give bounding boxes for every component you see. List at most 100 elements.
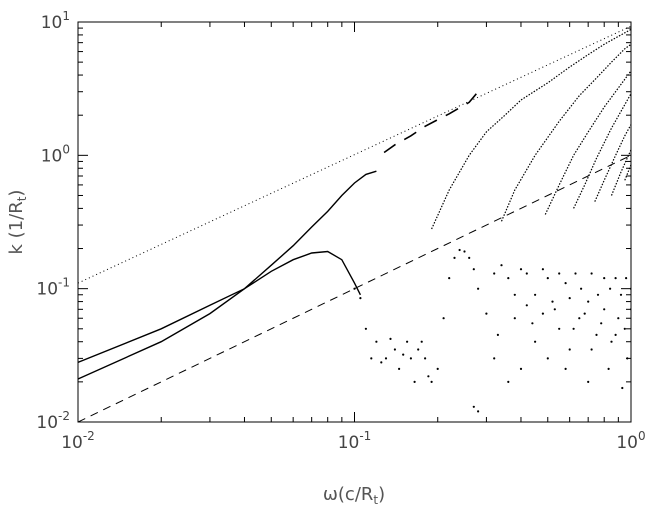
scatter-point	[389, 337, 392, 340]
scatter-point	[472, 405, 475, 408]
scatter-point	[519, 367, 523, 370]
scatter-point	[402, 353, 405, 356]
scatter-point	[507, 380, 510, 383]
dashed-mode-line	[383, 91, 479, 154]
scatter-point	[472, 268, 475, 271]
scatter-point	[430, 380, 433, 383]
scatter-point	[448, 277, 451, 280]
scatter-point	[500, 264, 503, 267]
scatter-point	[493, 272, 496, 275]
scatter-point	[493, 357, 496, 360]
scatter-point	[621, 386, 624, 390]
scatter-point	[513, 293, 516, 296]
scatter-point	[453, 256, 456, 259]
scatter-point	[442, 317, 445, 320]
scatter-point	[477, 410, 480, 413]
scatter-point	[558, 272, 561, 275]
scatter-point	[424, 357, 427, 360]
scatter-point	[607, 367, 610, 370]
mode-branch-line	[573, 93, 631, 209]
scatter-point	[393, 348, 396, 351]
scatter-point	[603, 308, 606, 311]
scatter-point	[534, 340, 537, 343]
scatter-point	[477, 287, 480, 290]
mode-branch-line	[610, 149, 631, 196]
x-tick-label: 10-2	[61, 429, 95, 453]
scatter-point	[485, 312, 488, 315]
scatter-point	[574, 272, 577, 275]
scatter-point	[595, 333, 598, 336]
scatter-point	[553, 308, 556, 311]
scatter-point	[364, 327, 367, 330]
scatter-point	[406, 340, 409, 343]
scatter-point	[534, 293, 537, 296]
scatter-point	[568, 348, 571, 351]
scatter-point	[551, 300, 554, 303]
scatter-point	[398, 367, 401, 370]
scatter-point	[519, 268, 523, 271]
scatter-point	[541, 268, 545, 271]
scatter-point	[623, 327, 626, 330]
x-tick-label: 10-1	[338, 429, 372, 453]
scatter-point	[564, 367, 567, 370]
scatter-point	[375, 340, 378, 343]
scatter-point	[417, 348, 420, 351]
y-axis: 10-2 10-1 100 101	[36, 9, 631, 433]
scatter-point	[578, 317, 581, 320]
mode-branch-line	[431, 28, 631, 230]
y-axis-title: k (1/Rt)	[6, 190, 29, 255]
scatter-point	[525, 272, 528, 275]
dotted-reference-line	[78, 25, 631, 284]
scatter-point	[610, 340, 613, 343]
scatter-point	[384, 357, 388, 360]
scatter-point	[546, 277, 549, 280]
mode-line	[78, 170, 377, 380]
scatter-point	[558, 327, 561, 330]
scatter-point	[587, 300, 590, 303]
x-axis-title: ω(c/Rt)	[323, 484, 385, 507]
mode-branch-line	[500, 43, 631, 222]
scatter-point	[590, 348, 593, 351]
scatter-point	[609, 287, 612, 290]
y-tick-label: 100	[41, 142, 70, 166]
scatter-point	[507, 277, 510, 280]
scatter-point	[420, 340, 423, 343]
mode-branch-line	[544, 70, 631, 215]
scatter-point	[353, 287, 356, 290]
scatter-point	[436, 367, 439, 370]
scatter-point	[580, 287, 583, 290]
scatter-point	[458, 248, 461, 252]
scatter-point	[572, 327, 575, 330]
series-layer	[78, 25, 631, 422]
scatter-point	[617, 317, 620, 320]
scatter-point	[614, 277, 617, 280]
scatter-point	[583, 312, 586, 315]
y-tick-label: 10-1	[36, 276, 70, 300]
scatter-point	[427, 375, 430, 378]
scatter-point	[625, 277, 628, 280]
scatter-point	[359, 297, 362, 300]
scatter-point	[468, 256, 471, 259]
scatter-point	[568, 297, 571, 300]
scatter-point	[590, 272, 593, 275]
scatter-point	[596, 293, 600, 296]
scatter-point	[587, 380, 590, 383]
scatter-point	[600, 322, 603, 325]
scatter-point	[380, 361, 383, 364]
scatter-point	[525, 304, 528, 307]
y-tick-label: 10-2	[36, 409, 70, 433]
scatter-point	[370, 357, 373, 360]
scatter-point	[614, 333, 617, 336]
y-tick-label: 101	[41, 9, 70, 33]
scatter-point	[546, 357, 549, 360]
scatter-point	[541, 312, 545, 315]
scatter-point	[463, 250, 466, 253]
mode-line	[78, 250, 362, 364]
scatter-point	[513, 317, 516, 320]
mode-branch-line	[594, 124, 631, 202]
scatter-point	[496, 333, 499, 336]
scatter-point	[413, 380, 416, 383]
x-tick-label: 100	[616, 429, 645, 453]
